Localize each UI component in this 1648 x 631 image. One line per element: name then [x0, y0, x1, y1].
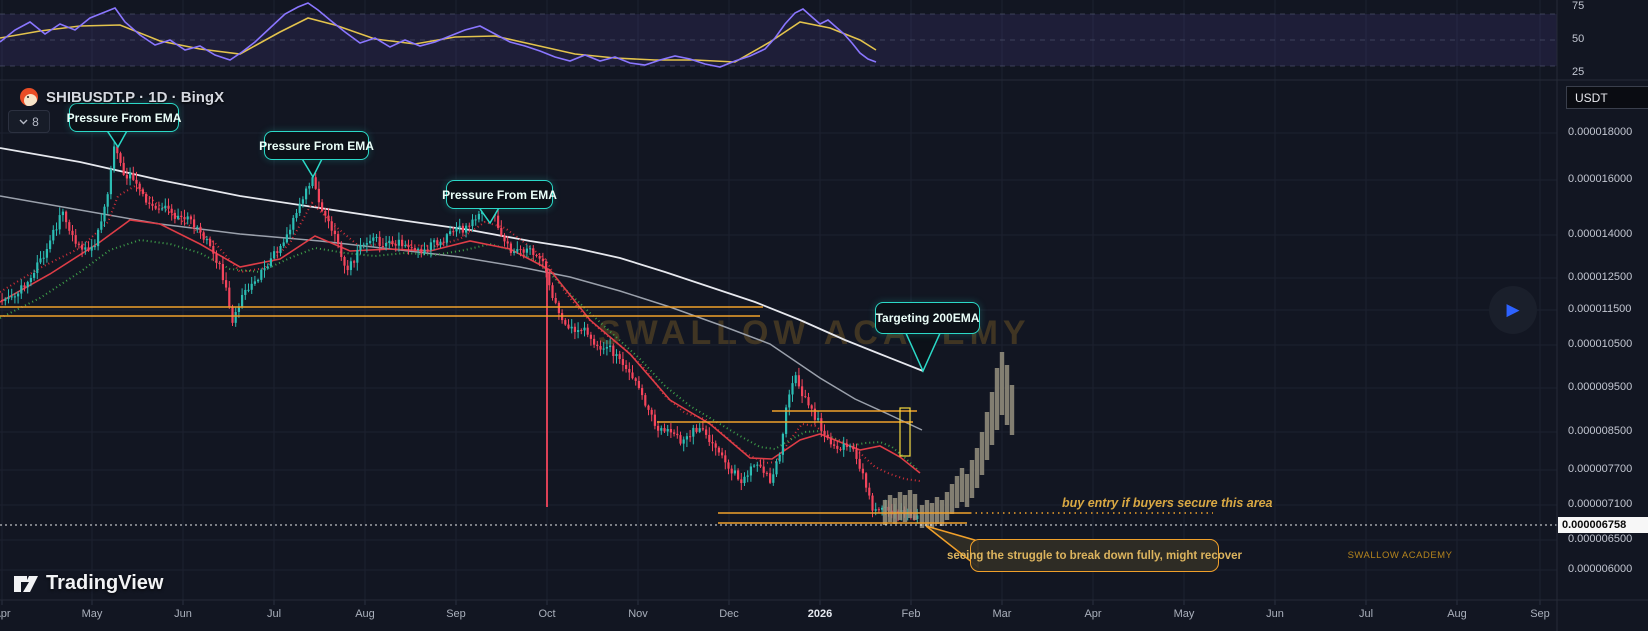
replay-play-button[interactable]: ▶ — [1489, 286, 1537, 334]
indicators-collapse-button[interactable]: 8 — [8, 110, 50, 133]
indicator-count: 8 — [32, 114, 39, 129]
symbol-title[interactable]: SHIBUSDT.P · 1D · BingX — [46, 88, 225, 106]
current-price-label: 0.000006758 — [1558, 517, 1648, 533]
buy-entry-note[interactable]: buy entry if buyers secure this area — [1062, 496, 1273, 510]
chart-note-callout[interactable]: Pressure From EMA — [259, 131, 374, 160]
chevron-down-icon — [19, 119, 28, 124]
tradingview-logo-text: TradingView — [46, 571, 164, 594]
play-icon: ▶ — [1506, 300, 1520, 319]
currency-badge[interactable]: USDT — [1566, 86, 1648, 109]
chart-note-callout[interactable]: Targeting 200EMA — [875, 302, 980, 334]
struggle-note-callout[interactable]: seeing the struggle to break down fully,… — [947, 539, 1242, 572]
tradingview-logo[interactable]: TradingView — [12, 571, 163, 595]
tradingview-logo-icon — [14, 576, 38, 592]
chart-note-callout[interactable]: Pressure From EMA — [67, 103, 181, 132]
chart-note-callout[interactable]: Pressure From EMA — [442, 180, 557, 209]
corner-watermark: SWALLOW ACADEMY — [1347, 550, 1453, 561]
shiba-coin-icon — [20, 88, 38, 106]
symbol-header[interactable]: SHIBUSDT.P · 1D · BingX — [20, 88, 224, 106]
